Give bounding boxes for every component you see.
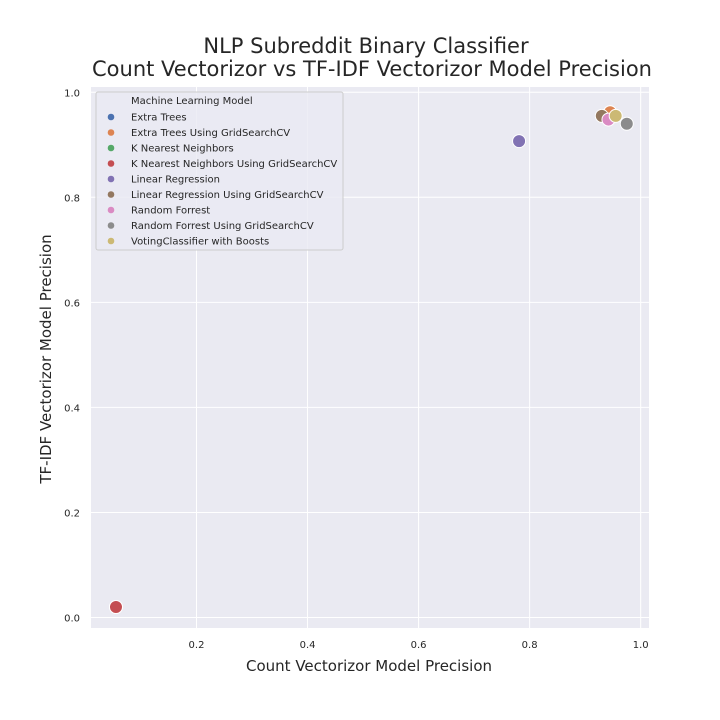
legend-marker bbox=[107, 129, 115, 136]
y-tick-label: 0.6 bbox=[64, 298, 80, 309]
legend-item-label: Random Forrest Using GridSearchCV bbox=[131, 221, 314, 232]
legend-item-label: K Nearest Neighbors Using GridSearchCV bbox=[131, 159, 337, 170]
x-tick-label: 1.0 bbox=[633, 640, 649, 651]
legend-item-label: Linear Regression Using GridSearchCV bbox=[131, 190, 324, 201]
legend-item-label: Extra Trees Using GridSearchCV bbox=[131, 128, 290, 139]
x-tick-label: 0.2 bbox=[189, 640, 205, 651]
legend-marker bbox=[107, 160, 115, 167]
legend: Machine Learning Model Extra TreesExtra … bbox=[95, 91, 344, 251]
point-random-forrest-using-gridsearchcv bbox=[619, 116, 634, 131]
point-votingclassifier-with-boosts bbox=[608, 108, 623, 123]
chart-title-line1: NLP Subreddit Binary Classifier bbox=[203, 34, 529, 58]
legend-item-label: Extra Trees bbox=[131, 113, 187, 124]
grid bbox=[91, 87, 649, 628]
y-axis-ticks: 0.0 0.2 0.4 0.6 0.8 1.0 bbox=[64, 88, 80, 624]
data-points bbox=[108, 105, 634, 614]
x-axis-label: Count Vectorizor Model Precision bbox=[246, 657, 492, 675]
y-tick-label: 1.0 bbox=[64, 88, 80, 99]
legend-item-label: K Nearest Neighbors bbox=[131, 144, 234, 155]
legend-title: Machine Learning Model bbox=[131, 96, 253, 107]
legend-marker bbox=[107, 206, 115, 214]
legend-item-label: VotingClassifier with Boosts bbox=[131, 237, 269, 248]
y-tick-label: 0.4 bbox=[64, 403, 80, 414]
y-tick-label: 0.2 bbox=[64, 508, 80, 519]
y-tick-label: 0.8 bbox=[64, 193, 80, 204]
legend-box bbox=[95, 91, 344, 251]
legend-marker bbox=[107, 237, 115, 245]
legend-item-label: Random Forrest bbox=[131, 206, 210, 217]
legend-marker bbox=[107, 144, 115, 152]
y-axis-label: TF-IDF Vectorizor Model Precision bbox=[37, 234, 55, 484]
x-tick-label: 0.8 bbox=[522, 640, 538, 651]
legend-item-label: Linear Regression bbox=[131, 175, 220, 186]
x-tick-label: 0.4 bbox=[300, 640, 316, 651]
legend-items: Extra Trees Extra Trees Using GridSearchC… bbox=[107, 113, 337, 248]
point-linear-regression bbox=[512, 134, 527, 149]
legend-marker bbox=[107, 175, 115, 183]
point-k-nearest-neighbors-using-gridsearchcv bbox=[108, 599, 123, 614]
x-tick-label: 0.6 bbox=[411, 640, 427, 651]
legend-marker bbox=[107, 191, 115, 198]
legend-marker bbox=[107, 113, 115, 121]
y-tick-label: 0.0 bbox=[64, 613, 80, 624]
chart-title-line2: Count Vectorizor vs TF-IDF Vectorizor Mo… bbox=[92, 57, 652, 81]
legend-marker bbox=[107, 222, 115, 229]
x-axis-ticks: 0.2 0.4 0.6 0.8 1.0 bbox=[189, 640, 649, 651]
